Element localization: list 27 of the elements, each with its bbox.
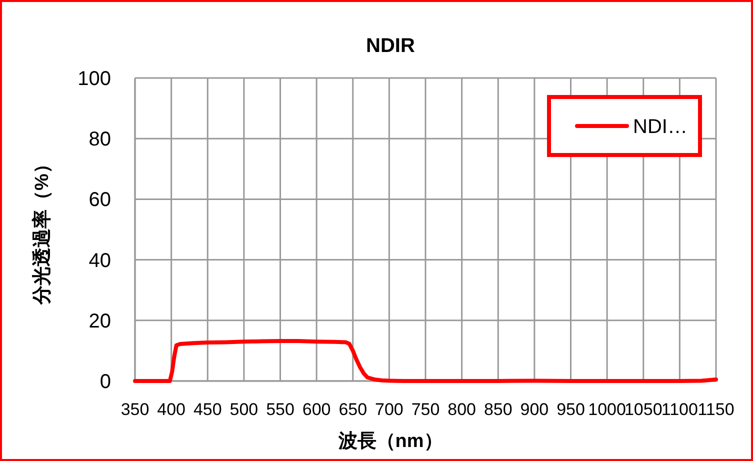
x-tick-label: 800 [448,400,476,419]
y-tick-label: 0 [100,371,111,393]
x-tick-label: 500 [230,400,258,419]
x-tick-label: 950 [556,400,585,419]
y-tick-label: 20 [88,310,111,332]
x-tick-label: 900 [520,400,549,419]
legend-label: NDI… [633,116,688,138]
y-tick-label: 40 [88,250,111,272]
y-tick-label: 60 [88,189,111,212]
x-tick-label: 600 [302,400,331,419]
x-tick-label: 1150 [698,400,734,419]
y-tick-label: 80 [88,128,111,151]
y-tick-label: 100 [78,68,111,90]
x-tick-label: 650 [338,400,368,419]
x-tick-label: 400 [157,400,186,419]
x-tick-label: 350 [120,400,150,419]
x-tick-label: 850 [484,400,512,419]
x-tick-label: 550 [266,400,294,419]
x-axis-title: 波長（nm） [337,430,443,452]
x-tick-label: 1050 [624,400,662,419]
x-tick-label: 700 [375,400,404,419]
x-tick-label: 450 [193,400,222,419]
x-tick-label: 1000 [588,400,626,419]
y-axis-title: 分光透過率（%） [31,154,53,306]
x-tick-label: 1100 [661,400,698,419]
chart-title: NDIR [366,35,416,57]
x-tick-label: 750 [411,400,440,419]
